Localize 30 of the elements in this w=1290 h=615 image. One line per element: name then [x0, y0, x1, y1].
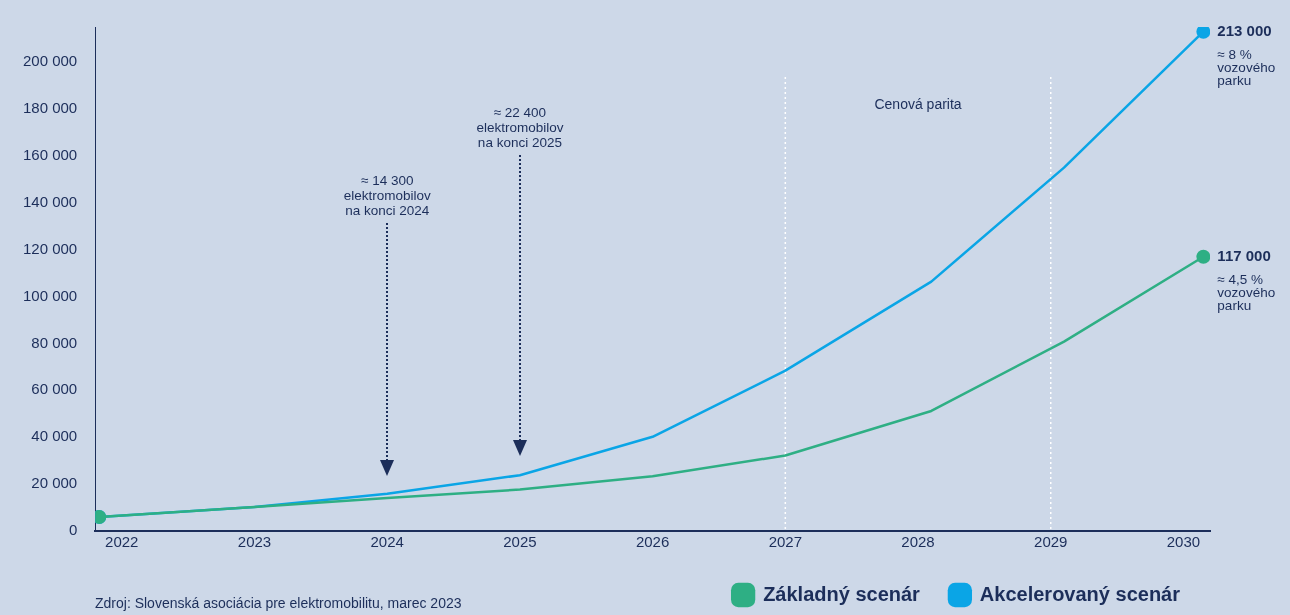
x-tick-label: 2029 — [1034, 533, 1068, 551]
x-tick-label: 2023 — [237, 533, 272, 551]
y-tick-label: 80 000 — [31, 333, 78, 351]
annotation: ≈ 4,5 % vozového parku — [1217, 271, 1276, 313]
data-label: 213 000 — [1217, 21, 1272, 39]
y-tick-label: 100 000 — [22, 286, 78, 304]
x-tick-label: 2025 — [503, 533, 537, 551]
annotation: Cenová parita — [874, 96, 962, 112]
x-tick-label: 2027 — [768, 533, 803, 551]
y-tick-label: 40 000 — [31, 427, 78, 445]
legend-label: Akcelerovaný scenár — [979, 582, 1181, 605]
legend-label: Základný scenár — [763, 582, 921, 605]
annotation: ≈ 8 % vozového parku — [1217, 46, 1276, 88]
annotation: ≈ 14 300 elektromobilov na konci 2024 — [343, 173, 431, 218]
data-label: 117 000 — [1217, 246, 1271, 264]
y-tick-label: 60 000 — [31, 380, 78, 398]
y-tick-label: 200 000 — [22, 52, 78, 70]
x-tick-label: 2026 — [635, 533, 670, 551]
y-tick-label: 160 000 — [22, 146, 78, 164]
x-tick-label: 2028 — [901, 533, 935, 551]
y-tick-label: 140 000 — [22, 192, 78, 210]
y-tick-label: 180 000 — [22, 99, 78, 117]
y-tick-label: 120 000 — [22, 239, 78, 257]
y-tick-label: 0 — [68, 521, 78, 539]
y-tick-label: 20 000 — [31, 474, 78, 492]
x-tick-label: 2024 — [370, 533, 404, 551]
annotation: ≈ 22 400 elektromobilov na konci 2025 — [476, 105, 564, 150]
x-tick-label: 2022 — [105, 533, 139, 551]
x-tick-label: 2030 — [1166, 533, 1201, 551]
text: Zdroj: Slovenská asociácia pre elektromobilitu, marec 2023 — [95, 595, 462, 611]
